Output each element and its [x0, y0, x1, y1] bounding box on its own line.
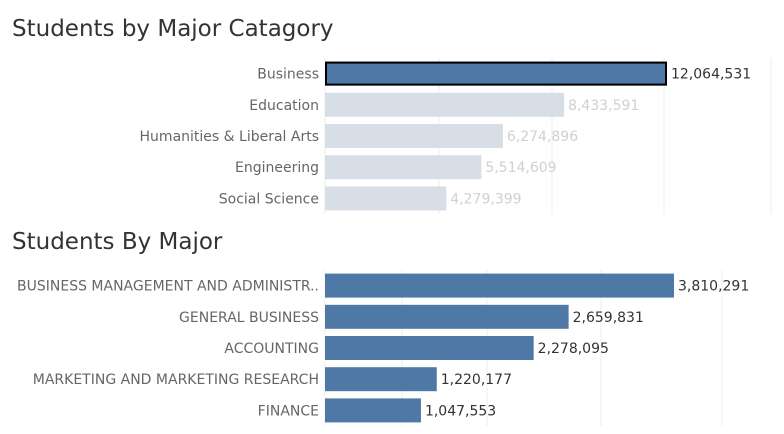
bar[interactable] [325, 273, 674, 298]
chart-major: BUSINESS MANAGEMENT AND ADMINISTR.. 3,810… [17, 270, 749, 426]
value-label: 8,433,591 [568, 98, 639, 114]
bar-row[interactable]: MARKETING AND MARKETING RESEARCH 1,220,17… [33, 367, 512, 392]
bar[interactable] [325, 61, 667, 86]
value-label: 3,810,291 [678, 279, 749, 295]
major-chart-title: Students By Major [12, 229, 223, 255]
chart-major-category: Business 12,064,531 Education 8,433,591 Huma… [140, 58, 772, 214]
bar-row[interactable]: ACCOUNTING 2,278,095 [224, 336, 609, 360]
category-label: ACCOUNTING [224, 341, 319, 357]
bar-row[interactable]: Education 8,433,591 [249, 92, 639, 117]
value-label: 6,274,896 [507, 129, 578, 145]
bar[interactable] [325, 398, 421, 423]
bar-row[interactable]: Engineering 5,514,609 [235, 155, 557, 180]
value-label: 2,278,095 [538, 341, 609, 357]
selection-outline [325, 61, 667, 86]
category-label: Engineering [235, 160, 319, 176]
bar-row[interactable]: Humanities & Liberal Arts 6,274,896 [140, 124, 579, 148]
value-label: 4,279,399 [450, 191, 521, 207]
bar-row[interactable]: GENERAL BUSINESS 2,659,831 [179, 304, 644, 329]
bar[interactable] [325, 367, 437, 392]
category-label: Business [257, 67, 319, 83]
value-label: 1,220,177 [441, 372, 512, 388]
category-label: Education [249, 98, 319, 114]
category-label: FINANCE [258, 403, 319, 419]
value-label: 2,659,831 [573, 310, 644, 326]
bar-row[interactable]: Social Science 4,279,399 [219, 186, 522, 211]
bar[interactable] [325, 92, 565, 117]
bar-row[interactable]: Business 12,064,531 [257, 61, 751, 86]
value-label: 1,047,553 [425, 403, 496, 419]
bar-row[interactable]: BUSINESS MANAGEMENT AND ADMINISTR.. 3,810… [17, 273, 749, 298]
value-label: 12,064,531 [671, 67, 751, 83]
category-label: Humanities & Liberal Arts [140, 129, 319, 145]
category-label: BUSINESS MANAGEMENT AND ADMINISTR.. [17, 279, 319, 295]
category-label: MARKETING AND MARKETING RESEARCH [33, 372, 319, 388]
bar-row[interactable]: FINANCE 1,047,553 [258, 398, 497, 423]
category-label: Social Science [219, 191, 319, 207]
category-chart-title: Students by Major Catagory [12, 16, 334, 42]
bar[interactable] [325, 155, 482, 180]
bar[interactable] [325, 336, 534, 360]
bar[interactable] [325, 186, 447, 211]
value-label: 5,514,609 [485, 160, 556, 176]
bar[interactable] [325, 124, 503, 148]
category-label: GENERAL BUSINESS [179, 310, 319, 326]
bar[interactable] [325, 304, 569, 329]
